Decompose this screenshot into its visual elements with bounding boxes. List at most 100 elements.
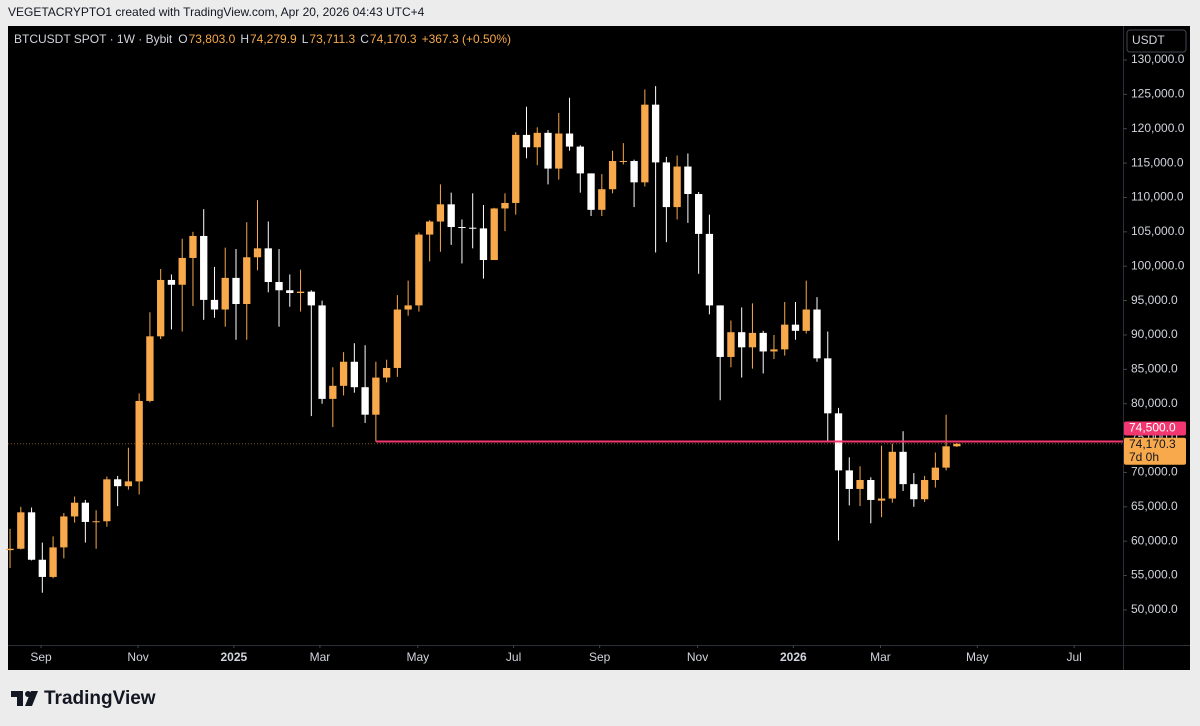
x-tick-label: Sep — [589, 650, 611, 664]
candle-body — [813, 309, 821, 359]
candle-body — [307, 291, 315, 306]
legend-title: BTCUSDT SPOT · 1W · Bybit — [14, 32, 173, 46]
candle-body — [60, 516, 68, 548]
y-tick-label: 50,000.0 — [1131, 602, 1178, 616]
x-tick-label: Nov — [687, 650, 708, 664]
candle-body — [856, 480, 864, 489]
candle-body — [167, 279, 176, 285]
candle-body — [920, 480, 929, 500]
y-tick-label: 105,000.0 — [1131, 224, 1185, 238]
last-price-label: 74,170.3 — [1129, 437, 1176, 451]
x-tick-label: 2025 — [220, 650, 247, 664]
candle-body — [81, 502, 90, 522]
candle-body — [243, 257, 251, 305]
last-price-tag — [1124, 437, 1186, 465]
y-tick-label: 80,000.0 — [1131, 396, 1178, 410]
candle-body — [92, 521, 100, 523]
legend-key: L — [302, 32, 309, 46]
candle-body — [899, 451, 907, 485]
legend-key: O — [178, 32, 187, 46]
candle-body — [738, 332, 746, 348]
y-tick-label: 115,000.0 — [1131, 155, 1184, 169]
candle-body — [867, 480, 875, 500]
legend: BTCUSDT SPOT · 1W · Bybit O 73,803.0 H 74,27… — [14, 32, 511, 46]
candle-body — [565, 133, 574, 147]
y-tick-label: 55,000.0 — [1131, 568, 1178, 582]
y-tick-label: 90,000.0 — [1131, 327, 1178, 341]
candle-body — [70, 502, 79, 517]
candle-body — [135, 400, 143, 482]
legend-change: +367.3 (+0.50%) — [422, 32, 511, 46]
brand-logo — [11, 691, 38, 706]
candle-body — [38, 559, 46, 577]
candle-body — [953, 443, 961, 447]
candle-body — [221, 277, 229, 310]
candle-body — [275, 282, 283, 291]
legend-key: H — [240, 32, 249, 46]
candle-body — [619, 161, 627, 163]
candle-body — [512, 134, 520, 203]
y-tick-label: 65,000.0 — [1131, 499, 1178, 513]
legend-value: 74,170.3 — [370, 32, 417, 46]
candle-body — [49, 547, 57, 577]
candle-body — [210, 299, 219, 310]
brand: TradingView — [44, 688, 156, 709]
candle-body — [146, 336, 154, 401]
candle-body — [17, 512, 25, 549]
candle-body — [178, 257, 186, 285]
candle-body — [253, 248, 262, 258]
candle-body — [350, 361, 359, 388]
x-tick-label: Mar — [310, 650, 331, 664]
candle-body — [727, 332, 735, 357]
candle-body — [587, 173, 595, 210]
candle-body — [641, 104, 649, 183]
currency[interactable]: USDT — [1132, 33, 1165, 47]
x-tick-label: Nov — [127, 650, 148, 664]
candle-body — [705, 233, 714, 306]
chart-background — [8, 26, 1190, 670]
candle-body — [608, 161, 617, 190]
legend-value: 74,279.9 — [250, 32, 297, 46]
candle-body — [888, 451, 896, 499]
candle-body — [339, 361, 348, 386]
candle-body — [490, 208, 498, 261]
candle-body — [329, 385, 337, 399]
candle-body — [781, 324, 789, 350]
candle-body — [522, 134, 531, 148]
candle-body — [286, 290, 294, 294]
candle-body — [27, 512, 36, 560]
candle-body — [393, 309, 402, 368]
candle-body — [124, 481, 133, 487]
logo-part — [25, 691, 38, 706]
candle-body — [501, 202, 509, 209]
candle-body — [684, 166, 692, 195]
x-tick-label: May — [406, 650, 429, 664]
candle-body — [662, 162, 671, 208]
logo-part — [17, 691, 23, 706]
candle-body — [759, 332, 767, 352]
candle-body — [479, 228, 488, 261]
candle-body — [415, 234, 423, 306]
candle-body — [877, 498, 886, 501]
y-tick-label: 125,000.0 — [1131, 87, 1185, 101]
candle-body — [372, 377, 380, 415]
candle-body — [555, 133, 563, 169]
candle-body — [694, 194, 703, 234]
candle-body — [716, 305, 724, 357]
candle-body — [651, 104, 660, 163]
candle-body — [598, 189, 606, 210]
legend-key: C — [360, 32, 369, 46]
x-tick-label: Jul — [1066, 650, 1081, 664]
y-tick-label: 110,000.0 — [1131, 190, 1184, 204]
y-tick-label: 130,000.0 — [1131, 52, 1185, 66]
candle-body — [264, 248, 272, 283]
candle-body — [426, 221, 434, 235]
candle-body — [931, 467, 940, 481]
candle-body — [770, 349, 778, 352]
caption: VEGETACRYPTO1 created with TradingView.c… — [8, 5, 425, 19]
candle-body — [791, 324, 800, 331]
currency-button[interactable] — [1126, 29, 1187, 53]
y-tick-label: 70,000.0 — [1131, 465, 1178, 479]
